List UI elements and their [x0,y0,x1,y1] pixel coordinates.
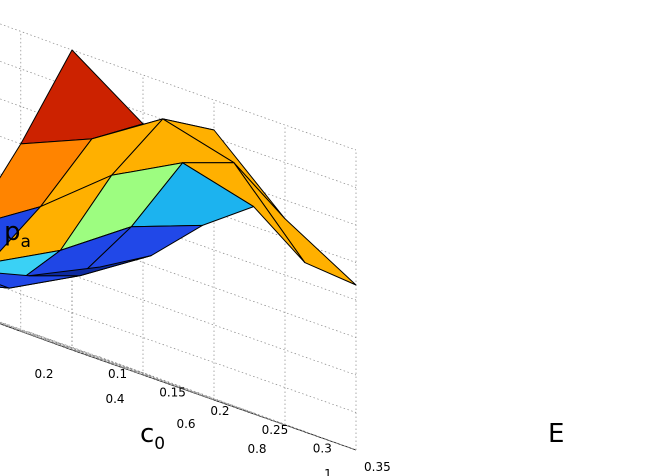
x-axis-label: c0 [140,419,165,454]
x-tick-label: 0.4 [105,392,124,406]
grid-line [0,322,203,395]
tick-labels: 00.10.20.30.40.50.60.70.80.20.40.60.810.… [34,367,391,476]
y-tick-label: 0.35 [364,460,391,474]
grid-lines [0,23,357,451]
grid-line [0,23,73,51]
y-tick-label: 0.1 [108,367,127,381]
grid-line [0,322,144,376]
surface-facet [28,255,152,277]
grid-line [99,356,357,451]
grid-line [0,321,152,376]
grid-line [0,321,215,401]
grid-line [28,331,286,426]
y-tick-label: 0.2 [210,404,229,418]
y-tick-label: 0.3 [313,441,332,455]
x-tick-label: 1 [324,467,332,476]
y-tick-label: 0.25 [262,423,289,437]
z-axis-label: pa [4,217,31,252]
y-axis-label: E [548,419,564,449]
y-tick-label: 0.15 [159,386,186,400]
x-tick-label: 0.6 [176,417,195,431]
x-tick-label: 0.2 [34,367,53,381]
surface [0,49,357,289]
x-tick-label: 0.8 [247,442,266,456]
